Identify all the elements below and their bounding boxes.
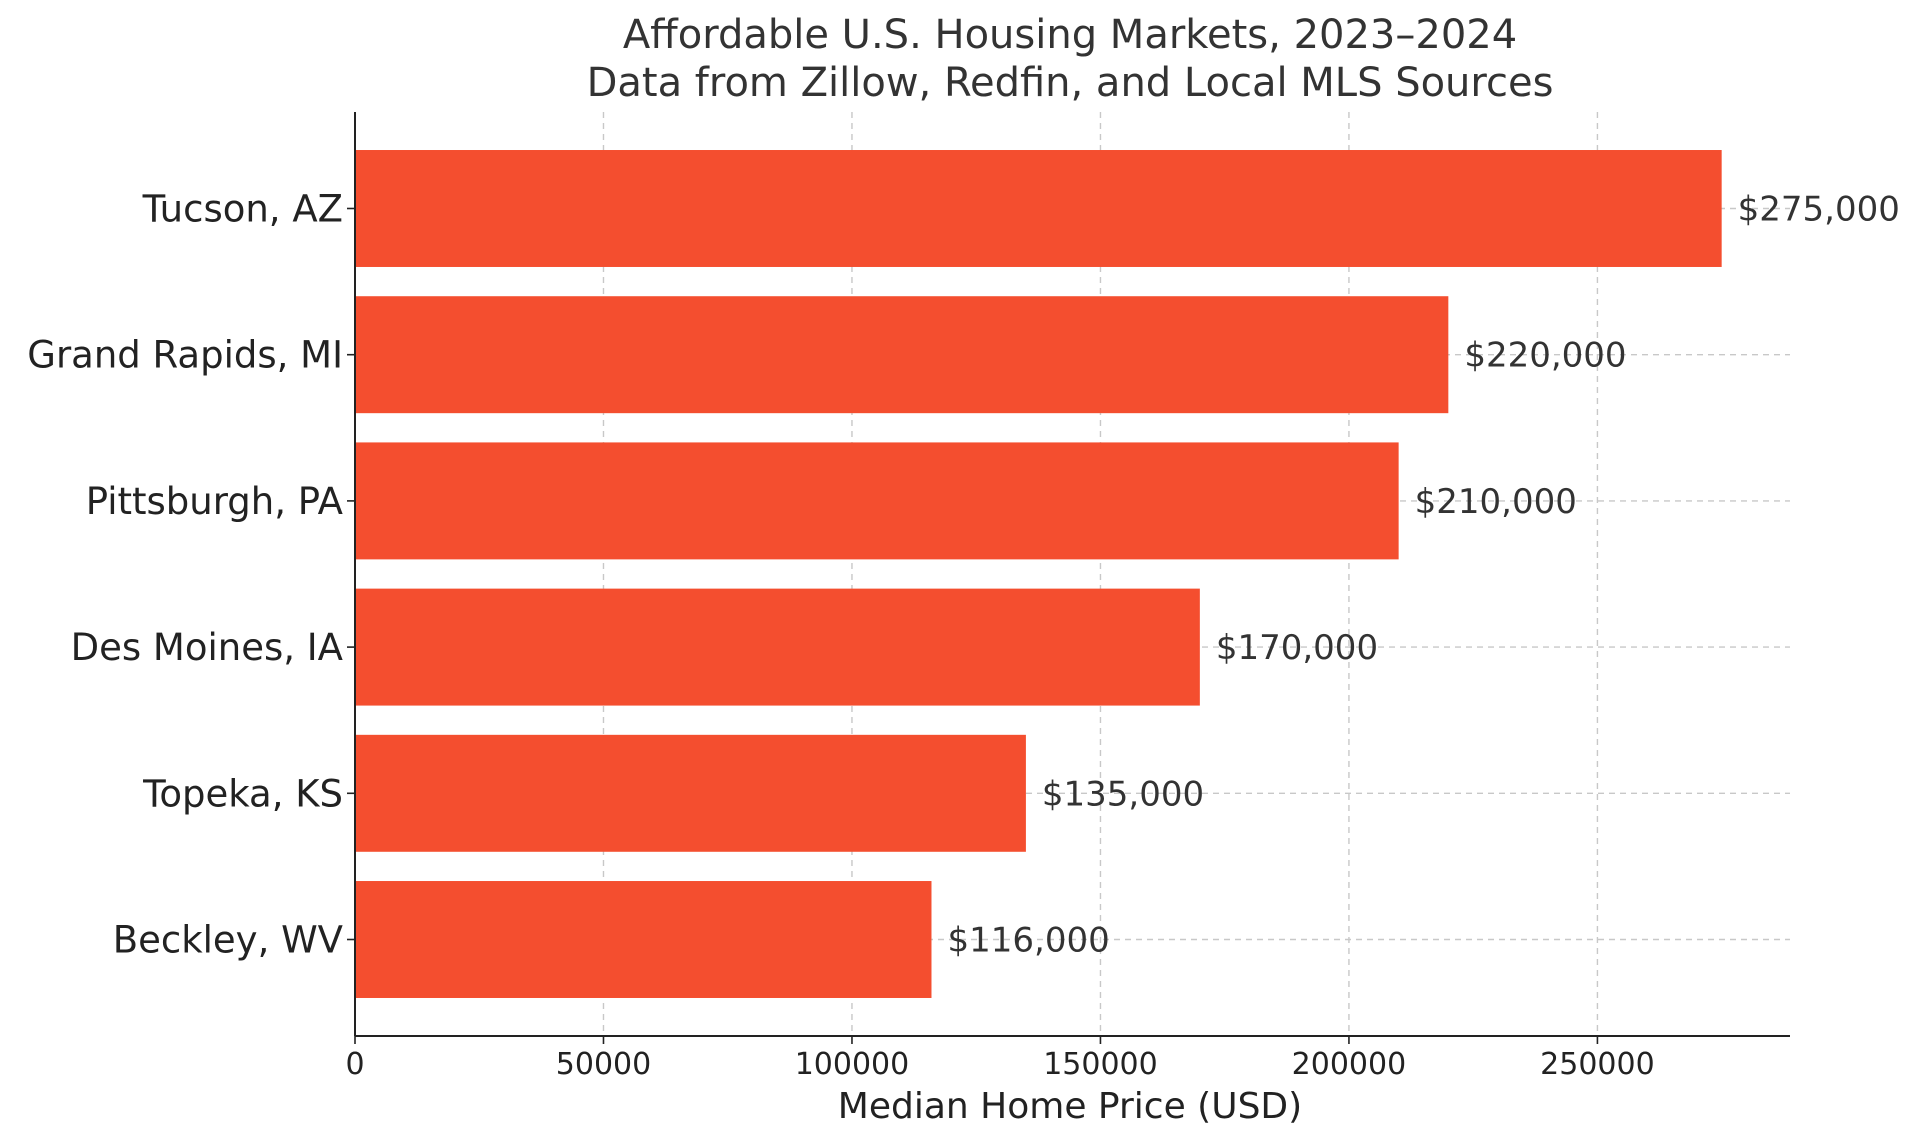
- labels: $275,000 $220,000 $210,000 $170,000 $135,000…: [27, 187, 1900, 1082]
- x-tick-label: 50000: [556, 1047, 651, 1082]
- chart-title-line-1: Affordable U.S. Housing Markets, 2023–20…: [623, 12, 1517, 58]
- bar-value-label: $170,000: [1216, 628, 1378, 668]
- bar-value-label: $210,000: [1415, 482, 1577, 522]
- bar: [355, 296, 1449, 414]
- chart-title-line-2: Data from Zillow, Redfin, and Local MLS …: [587, 60, 1554, 106]
- x-tick-label: 0: [345, 1047, 364, 1082]
- y-category-label: Pittsburgh, PA: [86, 480, 343, 523]
- bar: [355, 588, 1200, 706]
- bar-value-label: $116,000: [947, 921, 1109, 961]
- bar: [355, 734, 1026, 852]
- y-category-label: Tucson, AZ: [142, 187, 343, 230]
- bar: [355, 442, 1399, 560]
- y-category-label: Topeka, KS: [142, 772, 343, 815]
- bar: [355, 881, 932, 998]
- x-tick-label: 150000: [1043, 1047, 1158, 1082]
- axes: [347, 112, 1790, 1044]
- bar-value-label: $135,000: [1042, 774, 1204, 814]
- x-axis-label: Median Home Price (USD): [838, 1086, 1302, 1127]
- y-category-label: Des Moines, IA: [71, 626, 343, 669]
- bars: [355, 150, 1722, 998]
- x-tick-label: 200000: [1292, 1047, 1407, 1082]
- bar-value-label: $220,000: [1464, 336, 1626, 376]
- bar: [355, 150, 1722, 267]
- x-tick-label: 250000: [1540, 1047, 1655, 1082]
- y-category-label: Grand Rapids, MI: [27, 334, 343, 377]
- y-category-label: Beckley, WV: [113, 919, 343, 962]
- x-tick-label: 100000: [795, 1047, 910, 1082]
- bar-value-label: $275,000: [1738, 189, 1900, 229]
